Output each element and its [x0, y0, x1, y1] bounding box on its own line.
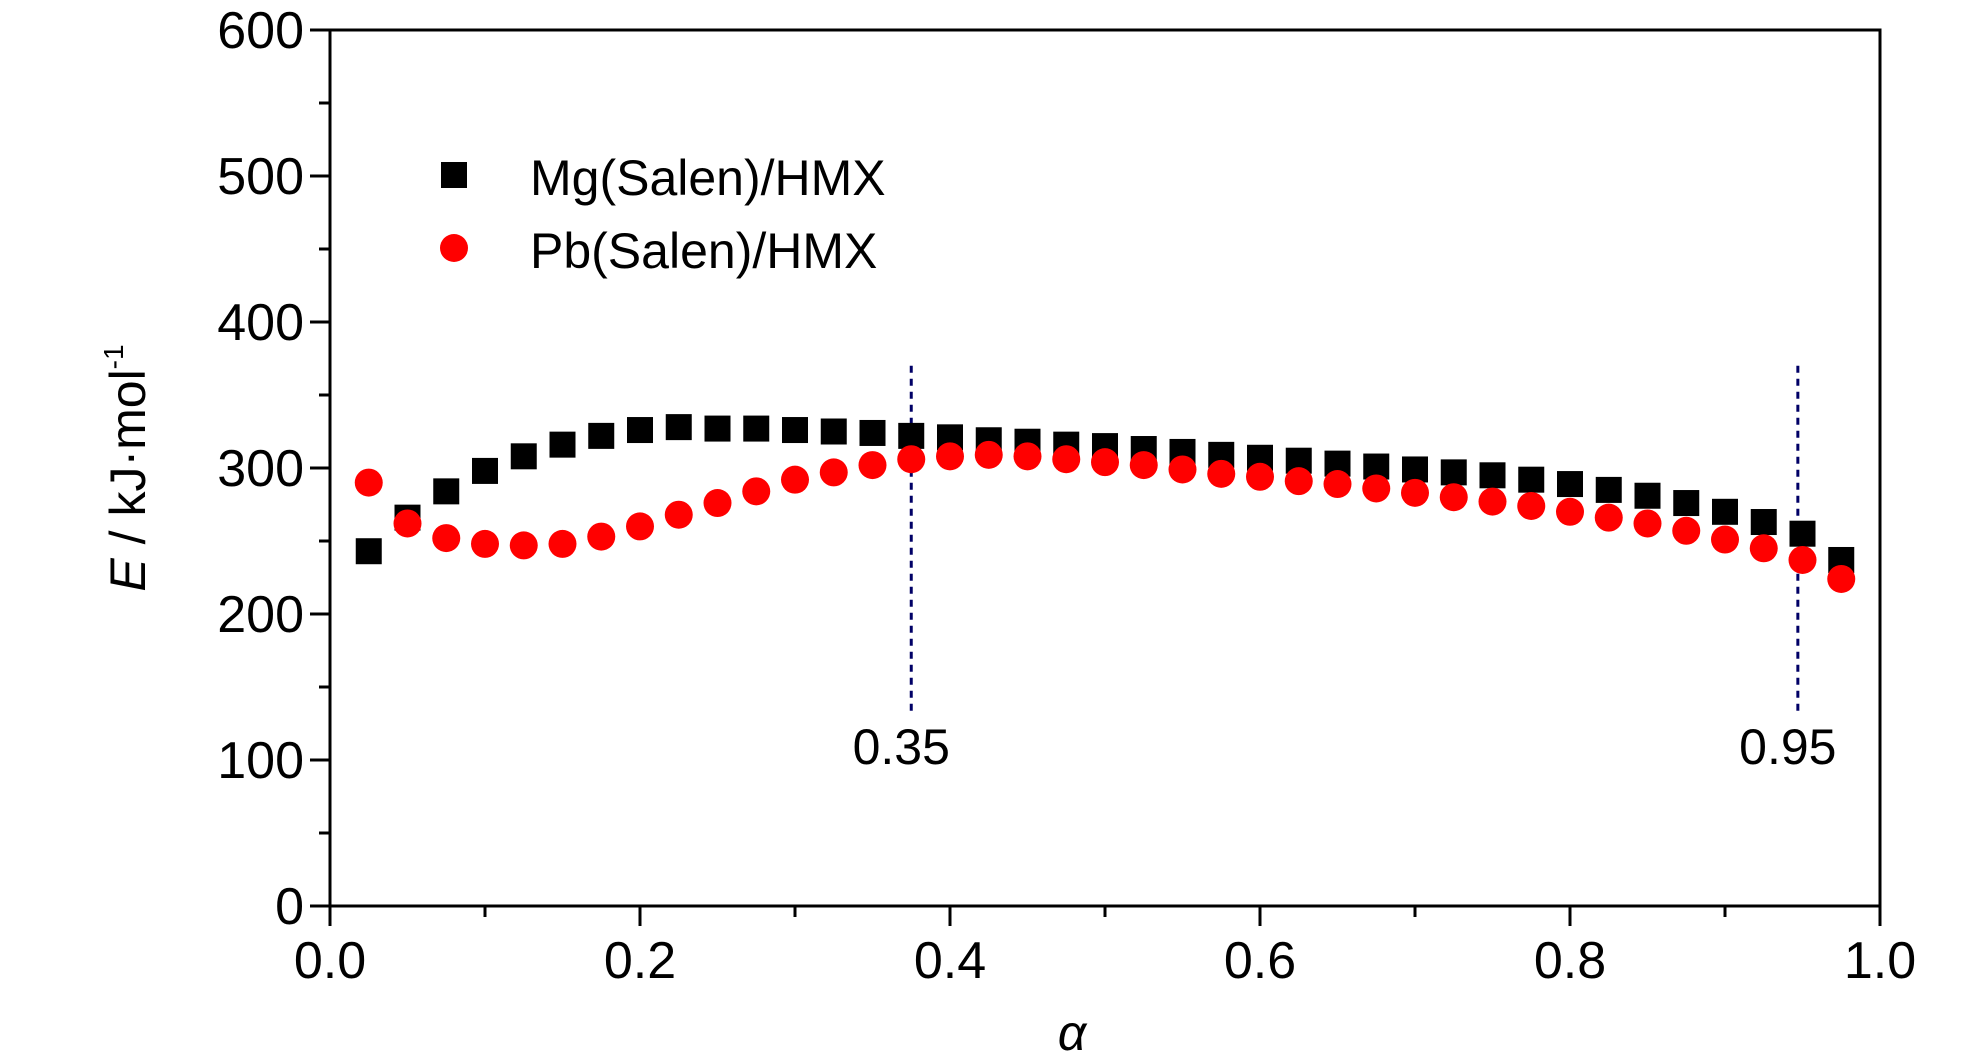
- pb-salen-point: [1362, 474, 1391, 503]
- pb-salen-point: [1672, 516, 1701, 545]
- legend-marker-pb: [440, 234, 468, 262]
- y-tick-label: 300: [217, 440, 304, 498]
- mg-salen-point: [1712, 498, 1738, 525]
- legend: Mg(Salen)/HMX Pb(Salen)/HMX: [440, 150, 886, 279]
- y-tick-label: 600: [217, 2, 304, 60]
- mg-salen-point: [704, 415, 731, 442]
- pb-salen-point: [974, 440, 1003, 469]
- pb-salen-point: [858, 451, 887, 480]
- mg-salen-point: [510, 443, 537, 470]
- x-axis-title: α: [1058, 1005, 1088, 1061]
- pb-salen-point: [1207, 459, 1236, 488]
- y-tick-label: 500: [217, 148, 304, 206]
- pb-salen-point: [471, 529, 499, 558]
- pb-salen-point: [1711, 525, 1739, 554]
- mg-salen-point: [1518, 466, 1545, 493]
- mg-salen-point: [1479, 462, 1506, 489]
- mg-salen-point: [1557, 471, 1583, 498]
- legend-label-pb: Pb(Salen)/HMX: [530, 223, 877, 279]
- pb-salen-point: [1323, 470, 1352, 499]
- mg-salen-point: [1634, 482, 1661, 509]
- mg-salen-point: [1595, 476, 1622, 503]
- mg-salen-point: [355, 538, 382, 565]
- pb-salen-point: [703, 489, 732, 518]
- pb-salen-point: [819, 458, 848, 487]
- legend-label-mg: Mg(Salen)/HMX: [530, 150, 886, 206]
- x-tick-label: 0.6: [1224, 932, 1296, 990]
- pb-salen-point: [432, 524, 461, 553]
- mg-salen-point: [1673, 490, 1700, 517]
- pb-salen-point: [393, 509, 422, 538]
- mg-salen-point: [472, 457, 498, 484]
- pb-salen-point: [1439, 483, 1468, 512]
- pb-salen-point: [1246, 462, 1274, 491]
- mg-salen-point: [1750, 509, 1777, 536]
- pb-salen-point: [1052, 445, 1081, 474]
- pb-salen-point: [1788, 545, 1817, 574]
- y-axis-ticks: 0 100 200 300 400 500 600: [217, 2, 330, 936]
- pb-salen-point: [1594, 503, 1623, 532]
- y-tick-label: 200: [217, 586, 304, 644]
- pb-salen-point: [781, 465, 809, 494]
- pb-salen-point: [936, 442, 964, 471]
- x-tick-label: 0.0: [294, 932, 366, 990]
- pb-salen-point: [1478, 487, 1507, 516]
- pb-salen-point: [1556, 497, 1584, 526]
- pb-salen-point: [509, 531, 538, 560]
- pb-salen-point: [1517, 491, 1546, 520]
- x-tick-label: 1.0: [1844, 932, 1916, 990]
- pb-salen-point: [1401, 478, 1429, 507]
- mg-salen-point: [1440, 459, 1467, 486]
- pb-salen-point: [897, 445, 926, 474]
- data-markers: [354, 414, 1856, 593]
- pb-salen-point: [1633, 509, 1662, 538]
- pb-salen-point: [1827, 564, 1856, 593]
- mg-salen-point: [588, 422, 615, 449]
- y-axis-title: E / kJ·mol-1: [98, 344, 156, 591]
- x-tick-label: 0.4: [914, 932, 986, 990]
- y-axis-title-symbol: E: [100, 558, 156, 592]
- y-axis-title-exponent: -1: [98, 344, 129, 369]
- pb-salen-point: [742, 477, 771, 506]
- mg-salen-point: [665, 414, 692, 441]
- x-tick-label: 0.2: [604, 932, 676, 990]
- mg-salen-point: [743, 415, 770, 442]
- pb-salen-point: [1013, 442, 1042, 471]
- legend-marker-mg: [441, 162, 467, 188]
- pb-salen-point: [548, 529, 577, 558]
- mg-salen-point: [627, 417, 653, 444]
- mg-salen-point: [898, 422, 925, 449]
- pb-salen-point: [587, 522, 616, 551]
- mg-salen-point: [1789, 520, 1816, 547]
- x-tick-label: 0.8: [1534, 932, 1606, 990]
- pb-salen-point: [1749, 534, 1778, 563]
- reference-line-label: 0.95: [1739, 719, 1836, 775]
- mg-salen-point: [820, 418, 847, 445]
- mg-salen-point: [1402, 456, 1428, 483]
- mg-salen-point: [782, 417, 808, 444]
- y-axis-title-unit: / kJ·mol: [100, 369, 156, 558]
- x-axis-ticks: 0.0 0.2 0.4 0.6 0.8 1.0: [294, 906, 1916, 990]
- mg-salen-point: [433, 478, 460, 505]
- pb-salen-point: [664, 500, 693, 529]
- mg-salen-point: [859, 419, 886, 446]
- pb-salen-point: [1284, 467, 1313, 496]
- pb-salen-point: [626, 512, 654, 541]
- reference-lines: 0.35 0.95: [853, 365, 1837, 775]
- y-tick-label: 0: [275, 878, 304, 936]
- pb-salen-point: [1168, 455, 1197, 484]
- y-tick-label: 400: [217, 294, 304, 352]
- y-tick-label: 100: [217, 732, 304, 790]
- pb-salen-point: [1129, 451, 1158, 480]
- pb-salen-point: [354, 468, 383, 497]
- mg-salen-point: [549, 431, 576, 458]
- pb-salen-point: [1091, 448, 1119, 477]
- reference-line-label: 0.35: [853, 719, 950, 775]
